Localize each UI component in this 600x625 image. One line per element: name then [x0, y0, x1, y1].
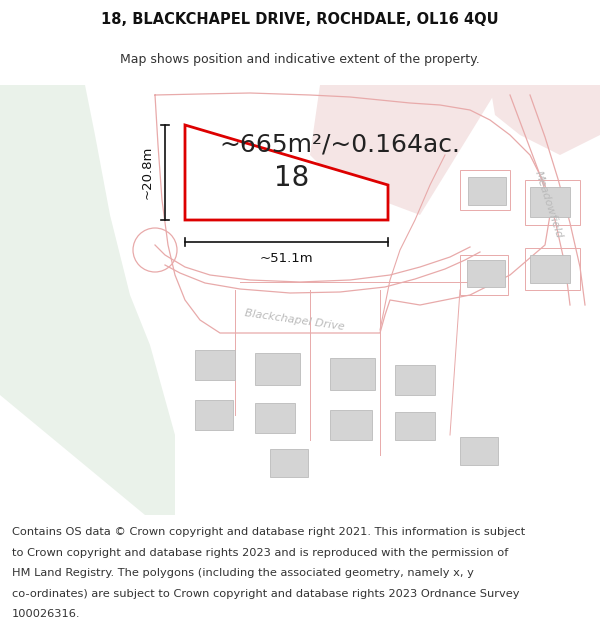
Bar: [460, 170, 510, 210]
Bar: [525, 248, 580, 290]
Text: 100026316.: 100026316.: [12, 609, 80, 619]
Text: ~20.8m: ~20.8m: [140, 146, 154, 199]
Text: Contains OS data © Crown copyright and database right 2021. This information is : Contains OS data © Crown copyright and d…: [12, 528, 525, 538]
Text: HM Land Registry. The polygons (including the associated geometry, namely x, y: HM Land Registry. The polygons (includin…: [12, 568, 474, 578]
Text: 18, BLACKCHAPEL DRIVE, ROCHDALE, OL16 4QU: 18, BLACKCHAPEL DRIVE, ROCHDALE, OL16 4Q…: [101, 12, 499, 28]
Text: 18: 18: [274, 164, 309, 191]
Bar: [195, 400, 233, 430]
Bar: [468, 177, 506, 205]
Bar: [330, 410, 372, 440]
Polygon shape: [490, 85, 600, 155]
Bar: [530, 187, 570, 217]
Bar: [395, 412, 435, 440]
Text: Meadowfield: Meadowfield: [532, 170, 563, 240]
Bar: [525, 180, 580, 225]
Bar: [255, 403, 295, 433]
Bar: [195, 350, 235, 380]
Bar: [530, 255, 570, 283]
Text: to Crown copyright and database rights 2023 and is reproduced with the permissio: to Crown copyright and database rights 2…: [12, 548, 508, 558]
Polygon shape: [310, 85, 500, 215]
Polygon shape: [185, 125, 388, 220]
Text: ~51.1m: ~51.1m: [260, 251, 313, 264]
Text: ~665m²/~0.164ac.: ~665m²/~0.164ac.: [220, 133, 461, 157]
Text: Map shows position and indicative extent of the property.: Map shows position and indicative extent…: [120, 54, 480, 66]
Bar: [255, 353, 300, 385]
Bar: [270, 449, 308, 477]
Bar: [395, 365, 435, 395]
Bar: [330, 358, 375, 390]
Text: co-ordinates) are subject to Crown copyright and database rights 2023 Ordnance S: co-ordinates) are subject to Crown copyr…: [12, 589, 520, 599]
Bar: [460, 437, 498, 465]
Polygon shape: [0, 85, 175, 515]
Bar: [460, 255, 508, 295]
Text: Blackchapel Drive: Blackchapel Drive: [244, 308, 346, 332]
Bar: [467, 260, 505, 287]
